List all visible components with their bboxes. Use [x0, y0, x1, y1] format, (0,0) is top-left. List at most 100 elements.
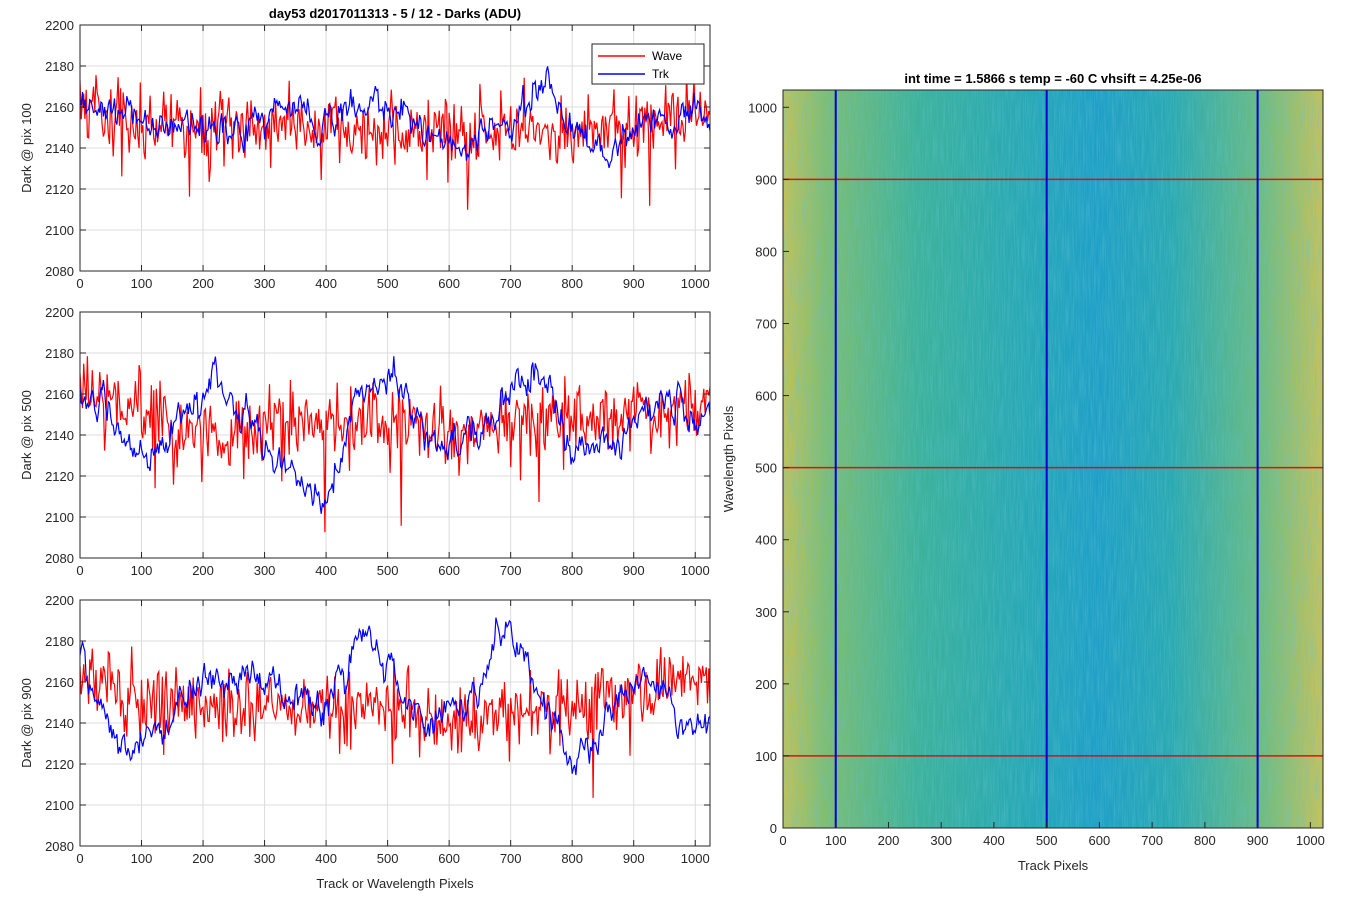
x-tick-label: 800	[561, 276, 583, 291]
x-tick-label: 300	[254, 276, 276, 291]
x-tick-label: 300	[930, 833, 952, 848]
y-tick-label: 2140	[45, 141, 74, 156]
x-tick-label: 600	[438, 563, 460, 578]
y-axis-label: Dark @ pix 500	[19, 390, 34, 480]
y-tick-label: 2160	[45, 387, 74, 402]
y-tick-label: 2200	[45, 18, 74, 33]
legend-box	[591, 43, 705, 85]
x-tick-label: 0	[76, 276, 83, 291]
x-tick-label: 400	[315, 563, 337, 578]
y-tick-label: 400	[755, 533, 777, 548]
line-panel-pix-900: 0 100 200 300 400 500 600 700 800 900 1000 2080 2100…	[19, 593, 711, 891]
x-tick-label: 700	[500, 563, 522, 578]
x-tick-label: 400	[983, 833, 1005, 848]
x-tick-label: 700	[1141, 833, 1163, 848]
series-line-wave	[80, 356, 710, 533]
y-tick-label: 800	[755, 244, 777, 259]
axis-ticks: 0 100 200 300 400 500 600 700 800 900 1000 0 100 200 3…	[748, 100, 1325, 848]
axis-ticks: 0 100 200 300 400 500 600 700 800 900 1000 2080 2100…	[45, 18, 710, 291]
y-axis-label: Wavelength Pixels	[721, 405, 736, 512]
y-tick-label: 2080	[45, 264, 74, 279]
x-tick-label: 100	[131, 276, 153, 291]
axis-ticks: 0 100 200 300 400 500 600 700 800 900 1000 2080 2100…	[45, 593, 710, 866]
x-tick-label: 900	[623, 851, 645, 866]
y-tick-label: 900	[755, 172, 777, 187]
x-tick-label: 300	[254, 563, 276, 578]
y-tick-label: 2200	[45, 305, 74, 320]
axis-ticks: 0 100 200 300 400 500 600 700 800 900 1000 2080 2100…	[45, 305, 710, 578]
x-tick-label: 0	[779, 833, 786, 848]
x-tick-label: 200	[192, 276, 214, 291]
x-tick-label: 400	[315, 851, 337, 866]
x-tick-label: 1000	[1296, 833, 1325, 848]
x-axis-label: Track or Wavelength Pixels	[316, 876, 474, 891]
series-line-wave	[80, 70, 710, 210]
x-tick-label: 800	[561, 563, 583, 578]
x-tick-label: 700	[500, 851, 522, 866]
x-tick-label: 600	[438, 276, 460, 291]
y-tick-label: 2140	[45, 716, 74, 731]
series-line-trk	[80, 617, 710, 776]
x-tick-label: 1000	[681, 851, 710, 866]
x-tick-label: 100	[131, 851, 153, 866]
series-group	[80, 617, 710, 798]
x-tick-label: 800	[561, 851, 583, 866]
y-tick-label: 2120	[45, 757, 74, 772]
y-tick-label: 2140	[45, 428, 74, 443]
x-tick-label: 200	[192, 851, 214, 866]
x-tick-label: 100	[131, 563, 153, 578]
y-tick-label: 2100	[45, 223, 74, 238]
gridlines	[80, 312, 710, 558]
heatmap-panel: int time = 1.5866 s temp = -60 C vhsift …	[721, 71, 1325, 873]
x-axis-label: Track Pixels	[1018, 858, 1089, 873]
y-tick-label: 2120	[45, 469, 74, 484]
x-tick-label: 200	[192, 563, 214, 578]
y-axis-label: Dark @ pix 100	[19, 103, 34, 193]
y-tick-label: 2180	[45, 634, 74, 649]
heatmap-title: int time = 1.5866 s temp = -60 C vhsift …	[904, 71, 1201, 86]
x-tick-label: 700	[500, 276, 522, 291]
x-tick-label: 900	[623, 276, 645, 291]
y-tick-label: 0	[770, 821, 777, 836]
x-tick-label: 1000	[681, 276, 710, 291]
y-axis-label: Dark @ pix 900	[19, 678, 34, 768]
legend: Wave Trk	[591, 43, 705, 85]
x-tick-label: 0	[76, 851, 83, 866]
x-tick-label: 0	[76, 563, 83, 578]
y-tick-label: 2120	[45, 182, 74, 197]
line-panel-pix-100: 0 100 200 300 400 500 600 700 800 900 1000 2080 2100…	[19, 18, 711, 291]
y-tick-label: 2080	[45, 839, 74, 854]
y-tick-label: 700	[755, 317, 777, 332]
x-tick-label: 100	[825, 833, 847, 848]
x-tick-label: 900	[1247, 833, 1269, 848]
y-tick-label: 2080	[45, 551, 74, 566]
x-tick-label: 1000	[681, 563, 710, 578]
x-tick-label: 500	[377, 563, 399, 578]
y-tick-label: 2100	[45, 510, 74, 525]
series-line-trk	[80, 356, 710, 514]
series-group	[80, 356, 710, 533]
y-tick-label: 2180	[45, 346, 74, 361]
marker-lines	[783, 90, 1323, 828]
y-tick-label: 200	[755, 677, 777, 692]
series-group	[80, 66, 710, 210]
y-tick-label: 1000	[748, 100, 777, 115]
series-line-trk	[80, 66, 710, 169]
axes-frame	[782, 89, 1324, 829]
x-tick-label: 800	[1194, 833, 1216, 848]
legend-label-trk: Trk	[652, 67, 670, 81]
y-tick-label: 2200	[45, 593, 74, 608]
x-tick-label: 600	[438, 851, 460, 866]
y-tick-label: 2180	[45, 59, 74, 74]
y-tick-label: 300	[755, 605, 777, 620]
line-panel-pix-500: 0 100 200 300 400 500 600 700 800 900 1000 2080 2100…	[19, 305, 711, 578]
y-tick-label: 2100	[45, 798, 74, 813]
y-tick-label: 100	[755, 749, 777, 764]
gridlines	[80, 600, 710, 846]
figure-title: day53 d2017011313 - 5 / 12 - Darks (ADU)	[269, 6, 521, 21]
x-tick-label: 500	[1036, 833, 1058, 848]
y-tick-label: 2160	[45, 675, 74, 690]
x-tick-label: 200	[878, 833, 900, 848]
x-tick-label: 400	[315, 276, 337, 291]
